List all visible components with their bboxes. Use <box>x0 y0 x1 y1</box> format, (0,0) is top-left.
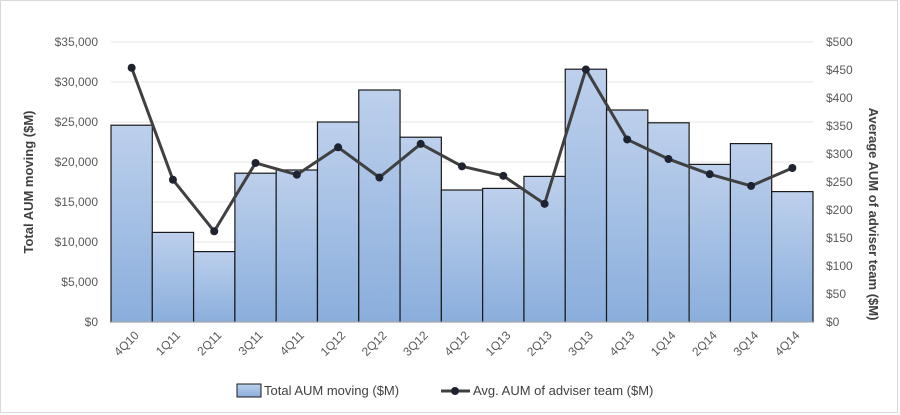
line-point <box>251 158 260 167</box>
x-tick-label: 3Q14 <box>731 328 762 359</box>
bar <box>110 124 153 323</box>
right-tick-label: $500 <box>826 35 853 49</box>
x-tick-label: 3Q12 <box>400 328 431 359</box>
x-tick-label: 4Q12 <box>441 328 472 359</box>
bar <box>192 251 236 323</box>
x-tick-label: 1Q11 <box>153 328 183 358</box>
x-tick-label: 3Q13 <box>565 328 596 359</box>
bar <box>771 191 814 323</box>
x-tick-label: 2Q12 <box>359 328 390 359</box>
x-tick-label: 1Q14 <box>648 328 679 359</box>
legend-bar-label: Total AUM moving ($M) <box>264 383 399 398</box>
line-point <box>416 139 425 148</box>
left-tick-label: $10,000 <box>55 235 99 249</box>
left-tick-label: $30,000 <box>55 75 99 89</box>
left-axis-title: Total AUM moving ($M) <box>21 111 36 254</box>
right-tick-label: $300 <box>826 147 853 161</box>
right-tick-label: $400 <box>826 91 853 105</box>
bar <box>440 189 484 323</box>
x-axis-ticks: 4Q10 1Q11 2Q11 3Q11 4Q11 1Q12 2Q12 3Q12 4Q12 1Q13… <box>111 328 803 359</box>
line-point <box>499 171 508 180</box>
bar <box>151 231 195 323</box>
right-tick-label: $450 <box>826 63 853 77</box>
line-point <box>292 170 301 179</box>
bar <box>358 89 401 323</box>
left-tick-label: $25,000 <box>55 115 99 129</box>
left-tick-label: $35,000 <box>55 35 99 49</box>
right-axis-ticks: $0 $50 $100 $150 $200 $250 $300 $350 $400 $450 $50… <box>826 35 853 329</box>
right-tick-label: $100 <box>826 259 853 273</box>
bar <box>482 187 525 323</box>
right-tick-label: $250 <box>826 175 853 189</box>
left-tick-label: $20,000 <box>55 155 99 169</box>
x-tick-label: 2Q13 <box>524 328 555 359</box>
bar <box>523 175 566 323</box>
right-tick-label: $150 <box>826 231 853 245</box>
x-tick-label: 2Q11 <box>194 328 224 358</box>
line-point <box>747 181 756 190</box>
left-tick-label: $5,000 <box>61 275 98 289</box>
legend: Total AUM moving ($M) Avg. AUM of advise… <box>236 383 653 398</box>
line-point <box>334 143 343 152</box>
x-tick-label: 1Q13 <box>483 328 514 359</box>
right-tick-label: $50 <box>826 287 846 301</box>
bar-series <box>110 68 814 323</box>
bar <box>316 121 360 323</box>
line-point <box>705 170 714 179</box>
x-tick-label: 2Q14 <box>689 328 720 359</box>
x-tick-label: 4Q13 <box>607 328 638 359</box>
line-series <box>127 63 797 236</box>
line-point <box>664 155 673 164</box>
right-tick-label: $200 <box>826 203 853 217</box>
bar <box>234 172 277 323</box>
line-point <box>375 173 384 182</box>
x-tick-label: 4Q14 <box>772 328 803 359</box>
legend-line-label: Avg. AUM of adviser team ($M) <box>473 383 653 398</box>
line-point <box>788 164 797 172</box>
line-point <box>210 227 219 236</box>
left-tick-label: $15,000 <box>55 195 99 209</box>
right-tick-label: $0 <box>826 315 840 329</box>
x-tick-label: 3Q11 <box>236 328 266 358</box>
line-point <box>127 63 136 72</box>
left-axis-ticks: $0 $5,000 $10,000 $15,000 $20,000 $25,000 $30,… <box>55 35 99 329</box>
bar <box>688 163 732 323</box>
bar <box>564 68 608 323</box>
legend-line-marker <box>451 387 459 395</box>
bar <box>275 169 319 323</box>
line-point <box>623 135 632 144</box>
line-point <box>581 65 590 74</box>
bar <box>729 143 773 323</box>
line-point <box>168 175 177 184</box>
right-tick-label: $350 <box>826 119 853 133</box>
bar <box>399 136 442 323</box>
line-point <box>540 199 549 208</box>
x-tick-label: 1Q12 <box>318 328 349 359</box>
line-point <box>458 162 466 171</box>
x-tick-label: 4Q10 <box>111 328 142 359</box>
left-tick-label: $0 <box>85 315 99 329</box>
x-tick-label: 4Q11 <box>277 328 307 358</box>
right-axis-title: Average AUM of adviser team ($M) <box>866 108 881 321</box>
legend-bar-swatch <box>236 383 262 398</box>
